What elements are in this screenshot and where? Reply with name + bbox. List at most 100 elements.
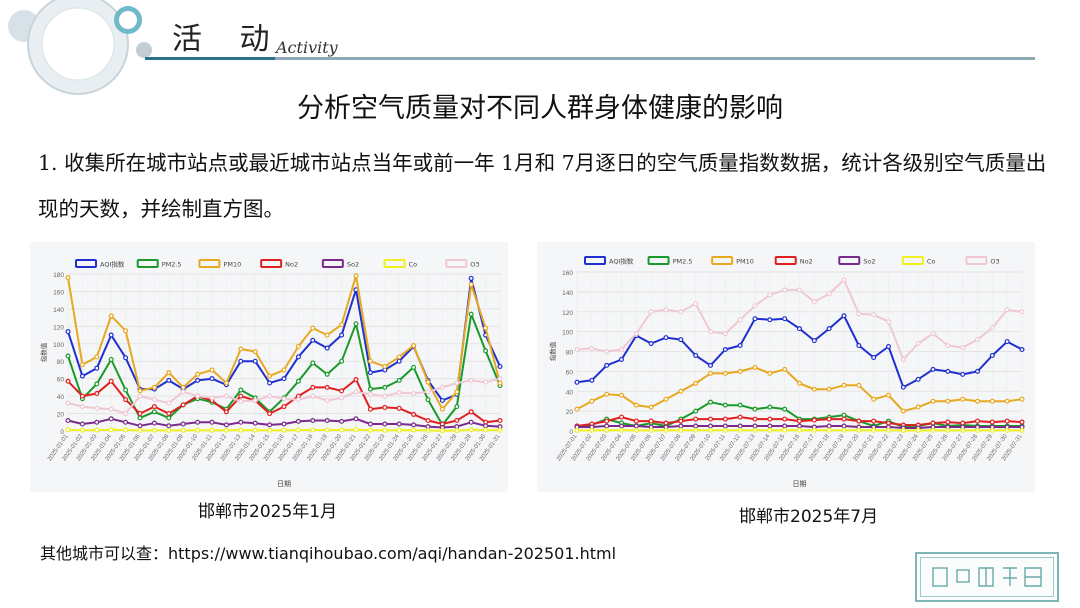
data-point bbox=[708, 362, 714, 368]
data-point bbox=[989, 419, 995, 425]
data-point bbox=[382, 393, 388, 399]
data-point bbox=[945, 343, 951, 349]
chart-january-caption: 邯郸市2025年1月 bbox=[198, 502, 338, 522]
data-point bbox=[411, 411, 417, 417]
data-point bbox=[708, 416, 714, 422]
data-point bbox=[960, 345, 966, 351]
data-point bbox=[367, 421, 373, 427]
data-point bbox=[782, 316, 788, 322]
data-point bbox=[826, 427, 832, 433]
data-point bbox=[166, 370, 172, 376]
logo-glyphs bbox=[932, 567, 1042, 587]
data-point bbox=[945, 419, 951, 425]
data-point bbox=[737, 343, 743, 349]
data-point bbox=[960, 427, 966, 433]
legend-label: No2 bbox=[800, 258, 813, 266]
data-point bbox=[425, 427, 431, 433]
data-point bbox=[483, 427, 489, 433]
data-point bbox=[648, 309, 654, 315]
data-point bbox=[752, 406, 758, 412]
data-point bbox=[483, 325, 489, 331]
data-point bbox=[310, 384, 316, 390]
data-point bbox=[737, 423, 743, 429]
data-point bbox=[989, 427, 995, 433]
data-point bbox=[737, 317, 743, 323]
legend-label: PM10 bbox=[223, 261, 241, 269]
data-point bbox=[180, 384, 186, 390]
data-point bbox=[1004, 339, 1010, 345]
data-point bbox=[468, 281, 474, 287]
data-point bbox=[797, 287, 803, 293]
data-point bbox=[108, 416, 114, 422]
data-point bbox=[767, 427, 773, 433]
data-point bbox=[752, 364, 758, 370]
data-point bbox=[915, 376, 921, 382]
data-point bbox=[238, 393, 244, 399]
legend-swatch bbox=[321, 259, 344, 268]
data-point bbox=[367, 370, 373, 376]
data-point bbox=[589, 427, 595, 433]
data-point bbox=[468, 427, 474, 433]
data-point bbox=[396, 377, 402, 383]
data-point bbox=[975, 337, 981, 343]
data-point bbox=[737, 427, 743, 433]
data-point bbox=[708, 423, 714, 429]
data-point bbox=[94, 365, 100, 371]
data-point bbox=[604, 423, 610, 429]
data-point bbox=[367, 358, 373, 364]
data-point bbox=[195, 377, 201, 383]
data-point bbox=[945, 398, 951, 404]
y-tick-label: 40 bbox=[57, 394, 65, 401]
data-point bbox=[900, 384, 906, 390]
data-point bbox=[238, 419, 244, 425]
data-point bbox=[604, 391, 610, 397]
data-point bbox=[886, 344, 892, 350]
data-point bbox=[604, 362, 610, 368]
data-point bbox=[708, 399, 714, 405]
data-point bbox=[65, 274, 71, 280]
data-point bbox=[1019, 396, 1025, 402]
chart-july-panel: 0 20 40 60 80 100 120 140 160 2025-07-01 2025-07-0… bbox=[537, 242, 1035, 492]
data-point bbox=[708, 370, 714, 376]
x-axis-label: 日期 bbox=[277, 480, 291, 488]
data-point bbox=[267, 393, 273, 399]
data-point bbox=[856, 427, 862, 433]
data-point bbox=[1004, 427, 1010, 433]
y-tick-label: 20 bbox=[566, 409, 574, 416]
data-point bbox=[396, 390, 402, 396]
data-point bbox=[722, 416, 728, 422]
data-point bbox=[439, 384, 445, 390]
legend-label: Co bbox=[409, 261, 418, 269]
data-point bbox=[123, 411, 129, 417]
data-point bbox=[767, 423, 773, 429]
data-point bbox=[94, 419, 100, 425]
data-point bbox=[604, 418, 610, 424]
data-point bbox=[454, 380, 460, 386]
data-point bbox=[574, 347, 580, 353]
data-point bbox=[960, 420, 966, 426]
data-point bbox=[209, 376, 215, 382]
data-point bbox=[267, 380, 273, 386]
data-point bbox=[811, 299, 817, 305]
data-point bbox=[693, 352, 699, 358]
legend-swatch bbox=[711, 256, 734, 265]
data-point bbox=[589, 377, 595, 383]
data-point bbox=[195, 393, 201, 399]
data-point bbox=[166, 411, 172, 417]
data-point bbox=[295, 378, 301, 384]
data-point bbox=[396, 421, 402, 427]
data-point bbox=[209, 419, 215, 425]
data-point bbox=[811, 386, 817, 392]
source-link-text[interactable]: 其他城市可以查：https://www.tianqihoubao.com/aqi… bbox=[40, 544, 617, 563]
data-point bbox=[425, 389, 431, 395]
data-point bbox=[137, 388, 143, 394]
data-point bbox=[367, 427, 373, 433]
data-point bbox=[209, 427, 215, 433]
data-point bbox=[367, 391, 373, 397]
legend-label: O3 bbox=[990, 258, 999, 266]
data-point bbox=[425, 418, 431, 424]
section-title: 活 动 bbox=[172, 22, 284, 57]
data-point bbox=[94, 381, 100, 387]
data-point bbox=[454, 428, 460, 434]
data-point bbox=[151, 427, 157, 433]
